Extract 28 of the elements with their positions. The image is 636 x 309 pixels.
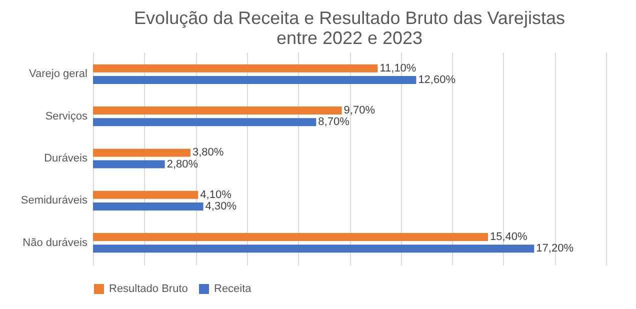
- bar: [93, 160, 165, 168]
- data-label: 2,80%: [166, 158, 198, 170]
- bar: [93, 76, 416, 84]
- data-label: 3,80%: [192, 146, 224, 159]
- chart-title: Evolução da Receita e Resultado Bruto das Varejistas entre 2022 e 2023: [134, 8, 565, 48]
- bar: [93, 148, 190, 157]
- legend-label: Receita: [214, 283, 252, 295]
- bar: [93, 244, 534, 253]
- bar: [93, 118, 316, 126]
- data-label: 4,30%: [205, 200, 237, 212]
- data-label: 11,10%: [380, 62, 416, 74]
- y-tick-label: Duráveis: [44, 152, 88, 164]
- data-label: 9,70%: [344, 104, 376, 117]
- data-label: 17,20%: [536, 242, 574, 255]
- bar: [93, 233, 488, 242]
- bar: [93, 106, 342, 115]
- bar: [93, 202, 204, 210]
- y-tick-label: Serviços: [45, 110, 88, 122]
- y-tick-label: Não duráveis: [22, 236, 88, 249]
- legend-label: Resultado Bruto: [109, 283, 188, 295]
- bar: [93, 190, 198, 199]
- y-tick-label: Varejo geral: [29, 68, 88, 80]
- data-label: 12,60%: [418, 74, 456, 86]
- data-label: 15,40%: [490, 231, 528, 244]
- data-label: 8,70%: [318, 116, 350, 128]
- bar: [93, 64, 378, 72]
- data-label: 4,10%: [200, 188, 232, 201]
- y-tick-label: Semiduráveis: [20, 194, 88, 207]
